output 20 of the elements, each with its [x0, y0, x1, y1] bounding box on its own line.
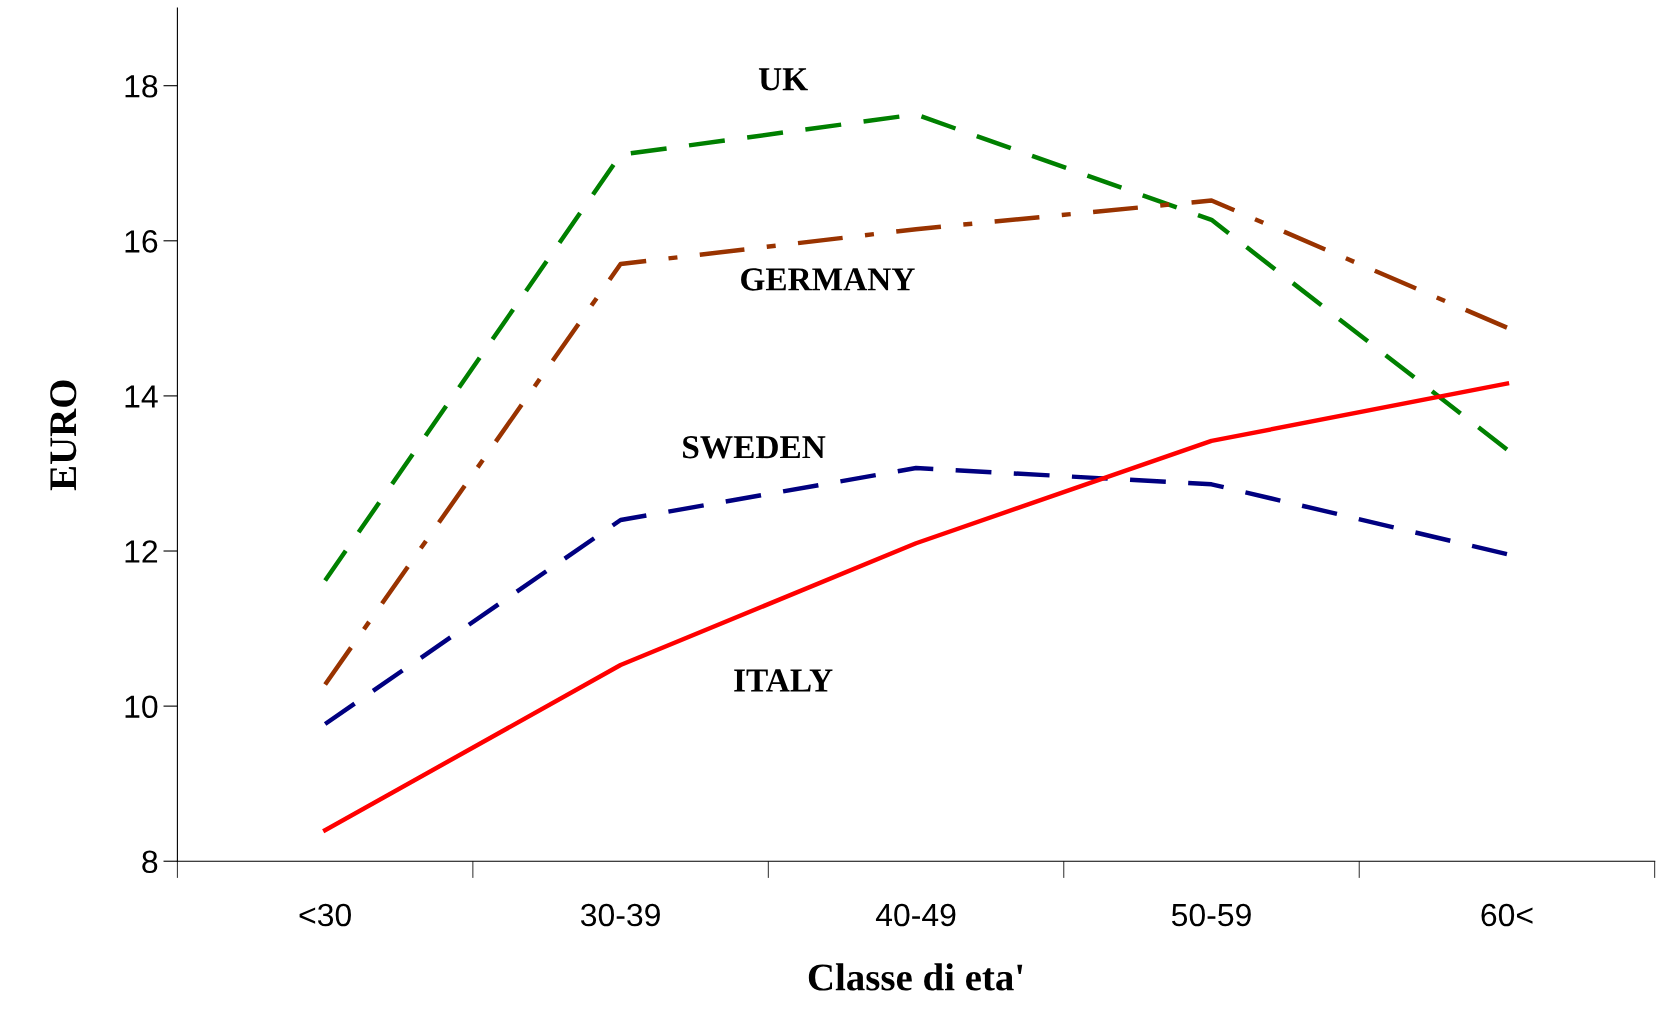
y-tick-label: 10 [125, 695, 158, 719]
y-tick-label: 16 [125, 230, 158, 253]
line-series [322, 381, 1510, 833]
y-tick-label: 8 [142, 850, 158, 874]
x-tick-label: <30 [299, 903, 351, 927]
x-tick-label: 30-39 [580, 903, 660, 927]
x-tick-label: 40-49 [875, 903, 956, 927]
y-tick-label: 12 [125, 540, 158, 563]
line-series [322, 465, 1510, 727]
y-axis-title: EURO [50, 380, 77, 491]
line-series [322, 112, 1510, 583]
x-tick-label: 50-59 [1171, 903, 1251, 927]
x-tick-label: 60< [1481, 903, 1533, 927]
series-label: UK [758, 68, 808, 91]
series-label: GERMANY [741, 268, 915, 291]
y-tick-label: 18 [125, 74, 158, 98]
series-label: ITALY [734, 669, 833, 692]
y-tick-label: 14 [125, 385, 158, 408]
series-label: SWEDEN [683, 436, 826, 459]
x-axis-title: Classe di eta' [808, 963, 1023, 991]
